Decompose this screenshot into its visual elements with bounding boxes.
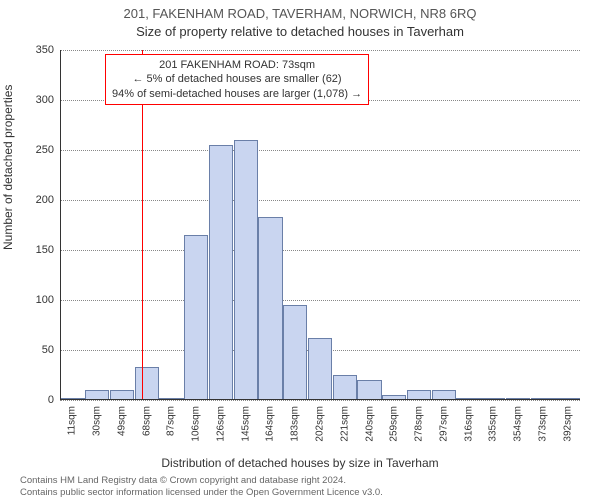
footer-line2: Contains public sector information licen… [20,487,383,498]
x-tick-label: 221sqm [339,406,350,442]
histogram-bar [308,338,332,400]
histogram-bar [159,398,183,400]
x-axis-label: Distribution of detached houses by size … [0,456,600,470]
x-tick-label: 106sqm [191,406,202,442]
gridline [60,200,580,201]
x-tick-label: 354sqm [513,406,524,442]
subtitle: Size of property relative to detached ho… [0,24,600,39]
histogram-bar [110,390,134,400]
annotation-line2: ← 5% of detached houses are smaller (62) [112,72,362,86]
gridline [60,400,580,401]
histogram-bar [234,140,258,400]
x-tick-label: 87sqm [166,406,177,436]
y-tick-label: 0 [24,394,54,406]
x-tick-label: 240sqm [364,406,375,442]
histogram-bar [555,398,579,400]
y-tick-label: 150 [24,244,54,256]
histogram-bar [85,390,109,400]
y-tick-label: 50 [24,344,54,356]
x-tick-label: 183sqm [290,406,301,442]
histogram-bar [258,217,282,400]
annotation-box: 201 FAKENHAM ROAD: 73sqm ← 5% of detache… [105,54,369,105]
x-tick-label: 259sqm [389,406,400,442]
x-tick-label: 335sqm [488,406,499,442]
histogram-bar [481,398,505,400]
annotation-line1: 201 FAKENHAM ROAD: 73sqm [112,58,362,72]
gridline [60,300,580,301]
annotation-line3: 94% of semi-detached houses are larger (… [112,87,362,101]
histogram-bar [506,398,530,400]
histogram-bar [531,398,555,400]
chart-area: 11sqm30sqm49sqm68sqm87sqm106sqm126sqm145… [60,50,580,400]
address-title: 201, FAKENHAM ROAD, TAVERHAM, NORWICH, N… [0,6,600,21]
histogram-bar [209,145,233,400]
histogram-bar [283,305,307,400]
histogram-bar [60,398,84,400]
y-axis-label: Number of detached properties [1,85,15,250]
histogram-bar [407,390,431,400]
y-tick-label: 300 [24,94,54,106]
x-tick-label: 278sqm [414,406,425,442]
histogram-bar [184,235,208,400]
histogram-bar [135,367,159,400]
x-tick-label: 30sqm [92,406,103,436]
y-tick-label: 200 [24,194,54,206]
histogram-bar [357,380,381,400]
y-tick-label: 100 [24,294,54,306]
x-tick-label: 164sqm [265,406,276,442]
x-tick-label: 145sqm [240,406,251,442]
x-tick-label: 297sqm [438,406,449,442]
x-tick-label: 11sqm [67,406,78,435]
histogram-bar [432,390,456,400]
y-tick-label: 250 [24,144,54,156]
x-tick-label: 373sqm [537,406,548,442]
x-tick-label: 49sqm [116,406,127,436]
gridline [60,150,580,151]
gridline [60,50,580,51]
histogram-bar [456,398,480,400]
histogram-bar [333,375,357,400]
y-tick-label: 350 [24,44,54,56]
gridline [60,250,580,251]
x-tick-label: 68sqm [141,406,152,436]
x-tick-label: 316sqm [463,406,474,442]
x-tick-label: 126sqm [215,406,226,442]
histogram-bar [382,395,406,400]
footer-line1: Contains HM Land Registry data © Crown c… [20,475,346,486]
x-tick-label: 202sqm [315,406,326,442]
x-tick-label: 392sqm [562,406,573,442]
